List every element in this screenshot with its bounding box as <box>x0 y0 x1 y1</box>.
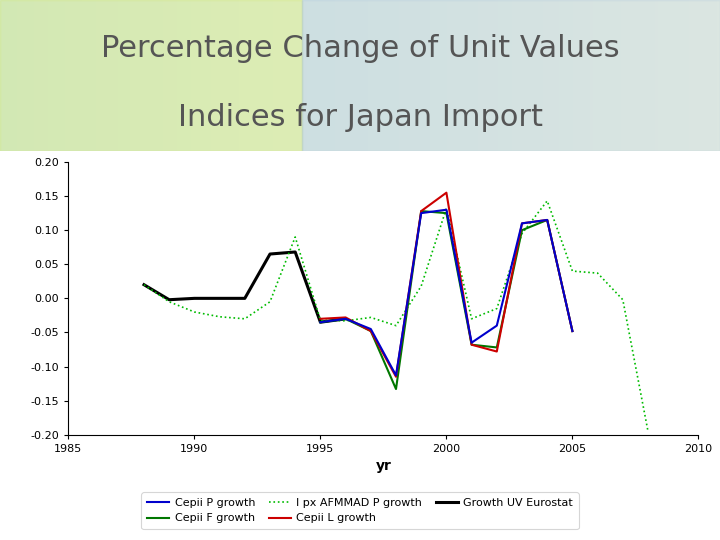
I px AFMMAD P growth <box>165 299 174 305</box>
I px AFMMAD P growth <box>366 314 375 321</box>
I px AFMMAD P growth <box>644 428 652 435</box>
Line: I px AFMMAD P growth: I px AFMMAD P growth <box>144 201 648 431</box>
Cepii F growth <box>543 217 552 223</box>
I px AFMMAD P growth <box>593 270 602 276</box>
Cepii P growth <box>492 322 501 329</box>
I px AFMMAD P growth <box>190 309 199 315</box>
Cepii F growth <box>492 344 501 350</box>
Cepii P growth <box>316 319 325 326</box>
Cepii L growth <box>316 315 325 322</box>
Cepii F growth <box>518 227 526 233</box>
Text: Indices for Japan Import: Indices for Japan Import <box>178 104 542 132</box>
Text: Percentage Change of Unit Values: Percentage Change of Unit Values <box>101 34 619 63</box>
Cepii L growth <box>518 220 526 227</box>
Growth UV Eurostat <box>316 319 325 326</box>
I px AFMMAD P growth <box>291 234 300 240</box>
Growth UV Eurostat <box>266 251 274 257</box>
Growth UV Eurostat <box>140 281 148 288</box>
Cepii L growth <box>467 341 476 348</box>
I px AFMMAD P growth <box>492 305 501 312</box>
Growth UV Eurostat <box>240 295 249 301</box>
Cepii P growth <box>366 326 375 332</box>
Cepii L growth <box>442 190 451 196</box>
I px AFMMAD P growth <box>140 281 148 288</box>
Cepii L growth <box>417 208 426 214</box>
Line: Cepii F growth: Cepii F growth <box>320 211 572 389</box>
Cepii P growth <box>518 220 526 227</box>
Growth UV Eurostat <box>190 295 199 301</box>
Cepii F growth <box>316 319 325 326</box>
Cepii P growth <box>442 206 451 213</box>
I px AFMMAD P growth <box>618 296 627 303</box>
I px AFMMAD P growth <box>518 231 526 237</box>
Line: Growth UV Eurostat: Growth UV Eurostat <box>144 252 346 322</box>
Cepii F growth <box>366 328 375 334</box>
Cepii L growth <box>568 328 577 334</box>
I px AFMMAD P growth <box>240 315 249 322</box>
I px AFMMAD P growth <box>341 318 350 324</box>
I px AFMMAD P growth <box>442 205 451 212</box>
I px AFMMAD P growth <box>392 322 400 329</box>
I px AFMMAD P growth <box>568 268 577 274</box>
Cepii L growth <box>543 217 552 223</box>
Cepii P growth <box>417 210 426 217</box>
Cepii L growth <box>366 328 375 334</box>
Cepii L growth <box>492 348 501 355</box>
I px AFMMAD P growth <box>316 317 325 323</box>
Cepii P growth <box>568 328 577 334</box>
Cepii F growth <box>467 341 476 348</box>
Growth UV Eurostat <box>215 295 224 301</box>
Bar <box>302 0 720 151</box>
I px AFMMAD P growth <box>467 315 476 322</box>
Growth UV Eurostat <box>165 296 174 303</box>
Cepii F growth <box>442 210 451 217</box>
Cepii F growth <box>341 315 350 322</box>
Cepii P growth <box>341 315 350 322</box>
Growth UV Eurostat <box>291 249 300 255</box>
Cepii P growth <box>543 217 552 223</box>
I px AFMMAD P growth <box>266 299 274 305</box>
Cepii F growth <box>392 386 400 392</box>
I px AFMMAD P growth <box>417 283 426 289</box>
Cepii L growth <box>392 374 400 380</box>
X-axis label: yr: yr <box>375 460 392 473</box>
I px AFMMAD P growth <box>543 198 552 204</box>
Cepii F growth <box>417 208 426 214</box>
Cepii F growth <box>568 328 577 334</box>
Growth UV Eurostat <box>341 315 350 322</box>
Cepii P growth <box>392 372 400 379</box>
Cepii P growth <box>467 340 476 346</box>
Legend: Cepii P growth, Cepii F growth, I px AFMMAD P growth, Cepii L growth, Growth UV : Cepii P growth, Cepii F growth, I px AFM… <box>141 492 579 529</box>
Line: Cepii P growth: Cepii P growth <box>320 210 572 375</box>
Cepii L growth <box>341 314 350 321</box>
Line: Cepii L growth: Cepii L growth <box>320 193 572 377</box>
I px AFMMAD P growth <box>215 314 224 320</box>
Bar <box>0 0 302 151</box>
